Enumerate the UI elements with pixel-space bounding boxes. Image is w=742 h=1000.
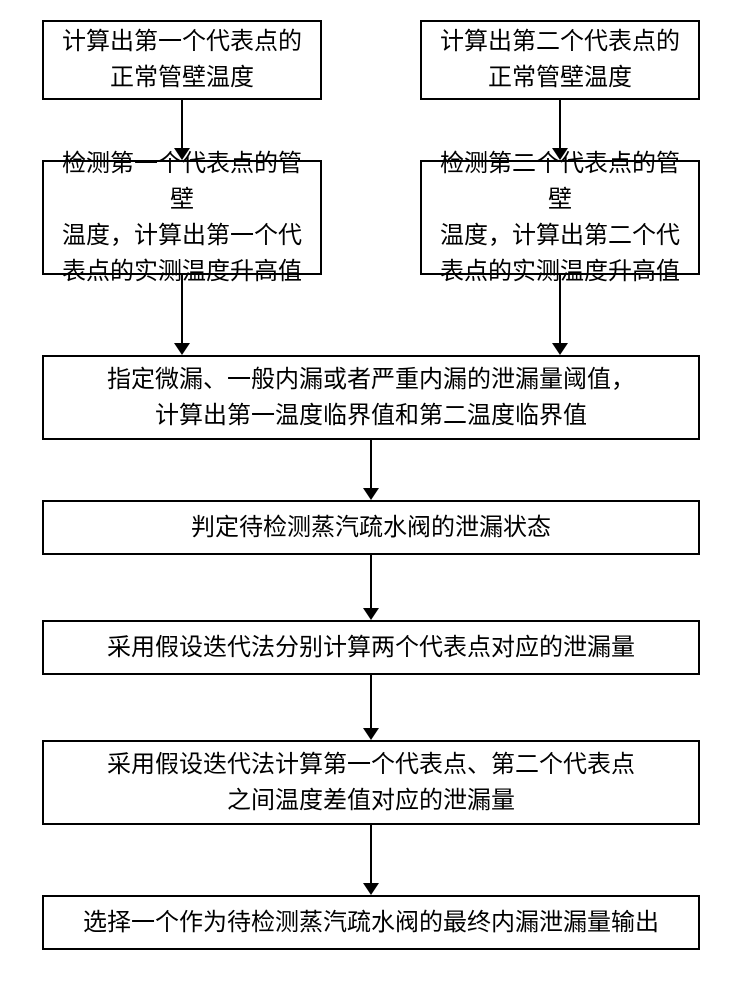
node-determine-leak-state: 判定待检测蒸汽疏水阀的泄漏状态 — [42, 500, 700, 555]
edge-line — [181, 275, 183, 343]
edge-line — [370, 440, 372, 488]
arrow-down-icon — [363, 608, 379, 620]
node-calc-point2-normal-temp: 计算出第二个代表点的正常管壁温度 — [420, 20, 700, 100]
edge-line — [370, 555, 372, 608]
node-text: 采用假设迭代法分别计算两个代表点对应的泄漏量 — [107, 630, 635, 666]
node-text: 检测第一个代表点的管壁温度，计算出第一个代表点的实测温度升高值 — [56, 146, 308, 290]
arrow-down-icon — [174, 148, 190, 160]
node-detect-point1-temp: 检测第一个代表点的管壁温度，计算出第一个代表点的实测温度升高值 — [42, 160, 322, 275]
node-detect-point2-temp: 检测第二个代表点的管壁温度，计算出第二个代表点的实测温度升高值 — [420, 160, 700, 275]
arrow-down-icon — [363, 883, 379, 895]
node-text: 检测第二个代表点的管壁温度，计算出第二个代表点的实测温度升高值 — [434, 146, 686, 290]
node-select-final-leak-output: 选择一个作为待检测蒸汽疏水阀的最终内漏泄漏量输出 — [42, 895, 700, 950]
edge-line — [370, 825, 372, 883]
node-text: 判定待检测蒸汽疏水阀的泄漏状态 — [191, 510, 551, 546]
node-iterate-temp-diff-leak: 采用假设迭代法计算第一个代表点、第二个代表点之间温度差值对应的泄漏量 — [42, 740, 700, 825]
arrow-down-icon — [363, 488, 379, 500]
edge-line — [370, 675, 372, 728]
node-specify-leak-threshold: 指定微漏、一般内漏或者严重内漏的泄漏量阈值，计算出第一温度临界值和第二温度临界值 — [42, 355, 700, 440]
arrow-down-icon — [174, 343, 190, 355]
node-iterate-two-points-leak: 采用假设迭代法分别计算两个代表点对应的泄漏量 — [42, 620, 700, 675]
arrow-down-icon — [363, 728, 379, 740]
node-text: 采用假设迭代法计算第一个代表点、第二个代表点之间温度差值对应的泄漏量 — [107, 747, 635, 819]
edge-line — [559, 100, 561, 148]
node-text: 指定微漏、一般内漏或者严重内漏的泄漏量阈值，计算出第一温度临界值和第二温度临界值 — [107, 362, 635, 434]
edge-line — [559, 275, 561, 343]
arrow-down-icon — [552, 148, 568, 160]
node-text: 计算出第二个代表点的正常管壁温度 — [440, 24, 680, 96]
edge-line — [181, 100, 183, 148]
node-text: 计算出第一个代表点的正常管壁温度 — [62, 24, 302, 96]
arrow-down-icon — [552, 343, 568, 355]
node-calc-point1-normal-temp: 计算出第一个代表点的正常管壁温度 — [42, 20, 322, 100]
node-text: 选择一个作为待检测蒸汽疏水阀的最终内漏泄漏量输出 — [83, 905, 659, 941]
